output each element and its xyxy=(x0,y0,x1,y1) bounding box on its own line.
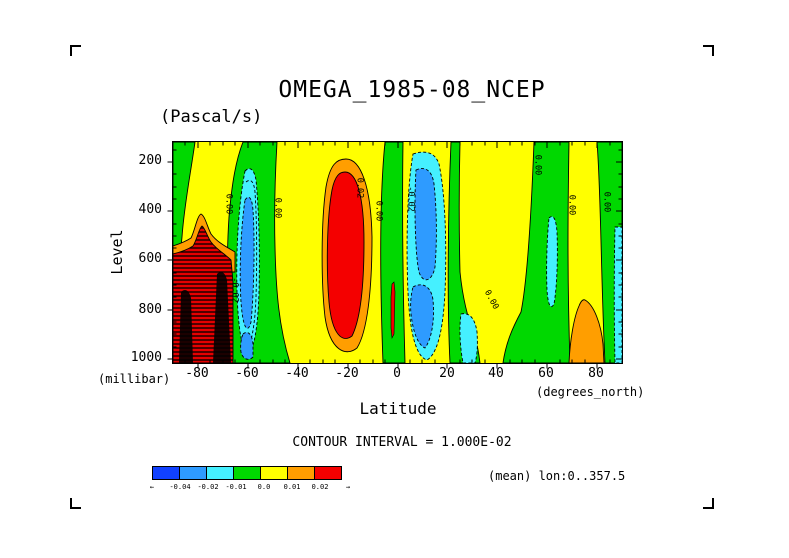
x-tick-40: 40 xyxy=(488,366,504,381)
colorbar-cell-yellow xyxy=(260,466,288,480)
contour-label: 0.00 xyxy=(223,193,234,215)
y-axis-unit: (millibar) xyxy=(98,372,171,386)
contour-interval-note: CONTOUR INTERVAL = 1.000E-02 xyxy=(292,435,512,450)
colorbar-cell-cyan xyxy=(206,466,234,480)
y-tick-1000: 1000 xyxy=(130,349,162,365)
contour-label: -0.02 xyxy=(405,186,416,212)
y-tick-800: 800 xyxy=(138,301,162,317)
contour-plot-canvas xyxy=(167,142,622,369)
colorbar-cell-green xyxy=(233,466,261,480)
plot-title: OMEGA_1985-08_NCEP xyxy=(278,77,546,103)
axis-ticks xyxy=(167,142,622,369)
contour-plot-area: 0.00 0.00 0.02 0.00 -0.02 0.00 0.00 0.00… xyxy=(167,141,623,369)
contour-label: -0.02 xyxy=(229,277,240,303)
contour-label: 0.02 xyxy=(354,177,365,199)
plot-units: (Pascal/s) xyxy=(160,107,263,127)
crop-mark-bottom-left-icon xyxy=(70,498,81,509)
contour-label: 0.00 xyxy=(272,197,283,219)
colorbar-label: -0.01 xyxy=(225,483,247,491)
colorbar-label: -0.02 xyxy=(197,483,219,491)
contour-label: 0.00 xyxy=(601,191,612,213)
contour-label: 0.00 xyxy=(373,200,384,222)
colorbar-label: 0.02 xyxy=(311,483,329,491)
colorbar-cell-red xyxy=(314,466,342,480)
y-tick-600: 600 xyxy=(138,250,162,266)
x-axis-unit: (degrees_north) xyxy=(536,385,645,399)
crop-mark-bottom-right-icon xyxy=(703,498,714,509)
x-tick--60: -60 xyxy=(235,366,259,381)
colorbar xyxy=(152,466,342,480)
y-tick-400: 400 xyxy=(138,201,162,217)
contour-fill-layer xyxy=(173,142,622,363)
colorbar-label: -0.04 xyxy=(169,483,191,491)
colorbar-left-arrow-icon: ← xyxy=(149,483,155,491)
x-tick-0: 0 xyxy=(393,366,401,381)
y-tick-200: 200 xyxy=(138,152,162,168)
colorbar-label: 0.01 xyxy=(283,483,301,491)
x-axis-label: Latitude xyxy=(359,399,437,418)
crop-mark-top-right-icon xyxy=(703,45,714,56)
mean-lon-note: (mean) lon:0..357.5 xyxy=(488,469,626,483)
colorbar-cell-blue xyxy=(152,466,180,480)
contour-label: 0.00 xyxy=(532,154,543,176)
colorbar-cell-lightblue xyxy=(179,466,207,480)
x-tick-20: 20 xyxy=(439,366,455,381)
crop-mark-top-left-icon xyxy=(70,45,81,56)
x-tick--20: -20 xyxy=(335,366,359,381)
colorbar-cell-orange xyxy=(287,466,315,480)
colorbar-right-arrow-icon: → xyxy=(345,483,351,491)
colorbar-label: 0.0 xyxy=(257,483,271,491)
x-tick-80: 80 xyxy=(588,366,604,381)
x-tick-60: 60 xyxy=(538,366,554,381)
x-tick--40: -40 xyxy=(285,366,309,381)
contour-label: 0.00 xyxy=(566,194,577,216)
x-tick--80: -80 xyxy=(185,366,209,381)
